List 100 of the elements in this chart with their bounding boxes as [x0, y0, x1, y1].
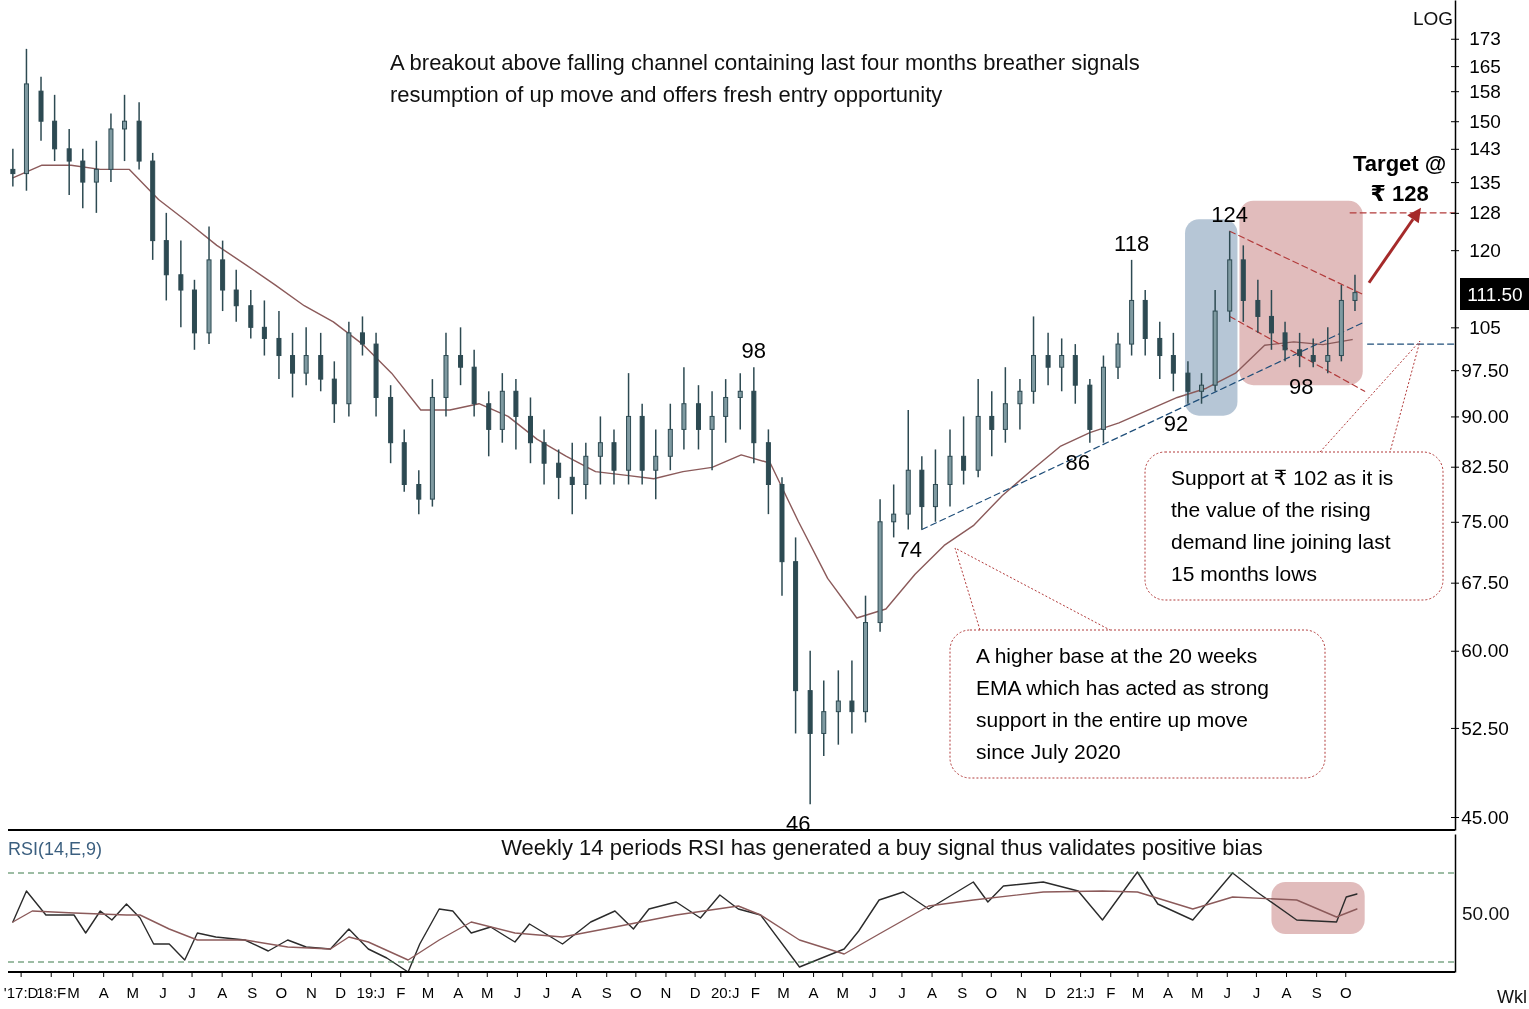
x-tick-label: J — [1223, 984, 1232, 1001]
candlestick — [318, 332, 324, 393]
candlestick — [416, 469, 422, 515]
annotation: A higher base at the 20 weeks EMA which has acted as strong support in the entire up move since July 2020 — [976, 644, 1269, 763]
candlestick — [1297, 332, 1303, 368]
candlestick — [276, 310, 282, 380]
candlestick — [723, 378, 729, 444]
candlestick — [1185, 360, 1191, 405]
candlestick — [1045, 332, 1051, 386]
y-tick-label: 90.00 — [1461, 406, 1509, 427]
candlestick — [1157, 321, 1163, 380]
candlestick — [1310, 337, 1316, 368]
y-tick-label: 105 — [1469, 316, 1501, 338]
x-tick-label: A — [808, 984, 819, 1001]
candlestick — [1170, 332, 1176, 393]
x-tick-label: J — [542, 984, 551, 1001]
candlestick — [1325, 326, 1331, 374]
candlestick — [849, 659, 855, 735]
candlestick — [458, 326, 464, 386]
y-tick-label: 150 — [1469, 110, 1501, 132]
x-tick-label: 21:J — [1066, 984, 1095, 1001]
candlestick — [1255, 279, 1261, 334]
x-tick-label: J — [898, 984, 906, 1001]
candlestick — [261, 299, 267, 357]
annotation: Support at ₹ 102 as it is the value of the rising demand line joining last 15 months lows — [1171, 466, 1394, 585]
candlestick — [709, 390, 715, 471]
x-tick-label: O — [985, 984, 998, 1001]
x-tick-label: M — [1131, 984, 1145, 1001]
x-tick-label: A — [98, 984, 109, 1001]
annotation: 98 — [741, 338, 767, 364]
annotation: 92 — [1163, 410, 1189, 436]
x-tick-label: S — [957, 984, 968, 1001]
x-tick-label: S — [1311, 984, 1322, 1001]
candlestick — [122, 94, 128, 162]
y-tick-label: 82.50 — [1461, 456, 1509, 478]
x-tick-label: A — [927, 984, 938, 1001]
y-tick-label: 158 — [1469, 80, 1501, 102]
y-tick-label: 128 — [1469, 202, 1501, 224]
x-tick-label: M — [126, 984, 140, 1001]
x-tick-label: D — [689, 984, 701, 1001]
x-tick-label: M — [836, 984, 849, 1001]
annotation: 98 — [1288, 374, 1314, 400]
x-tick-label: N — [660, 984, 672, 1001]
x-tick-label: A — [453, 984, 464, 1001]
annotation: LOG — [1412, 8, 1453, 29]
x-tick-label: F — [750, 984, 760, 1001]
x-tick-label: A — [571, 984, 582, 1001]
candlestick — [290, 332, 296, 399]
x-tick-label: F — [396, 984, 406, 1001]
y-tick-label: 52.50 — [1461, 717, 1509, 739]
x-tick-label: M — [67, 984, 80, 1001]
x-tick-label: A — [1281, 984, 1292, 1001]
candlestick — [1199, 372, 1205, 405]
candlestick — [359, 315, 365, 357]
y-tick-label: 60.00 — [1461, 640, 1509, 662]
x-tick-label: 19:J — [356, 984, 385, 1001]
candlestick — [961, 415, 967, 486]
text: 111.50 — [1467, 284, 1523, 305]
candlestick — [233, 269, 239, 323]
candlestick — [932, 448, 938, 523]
y-tick-label: 120 — [1469, 239, 1501, 261]
x-tick-label: M — [421, 984, 435, 1001]
x-tick-label: N — [1015, 984, 1027, 1001]
x-tick-label: O — [1339, 984, 1352, 1001]
text: 50.00 — [1462, 903, 1510, 924]
x-tick-label: '17:D — [3, 984, 39, 1001]
y-tick-label: 97.50 — [1461, 359, 1509, 381]
annotation: 118 — [1114, 230, 1150, 256]
x-tick-label: M — [1190, 984, 1204, 1001]
x-tick-label: O — [630, 984, 642, 1001]
x-tick-label: S — [247, 984, 258, 1001]
candlestick — [569, 441, 575, 515]
x-tick-label: M — [481, 984, 494, 1001]
y-tick-label: 75.00 — [1461, 511, 1509, 533]
text: Wkl — [1497, 987, 1527, 1007]
candlestick — [835, 669, 841, 746]
x-tick-label: N — [306, 984, 317, 1001]
annotation: 86 — [1065, 449, 1091, 475]
x-tick-label: A — [1163, 984, 1174, 1001]
y-tick-label: 173 — [1469, 28, 1501, 50]
annotation: 74 — [897, 536, 923, 562]
annotation: 124 — [1211, 202, 1249, 228]
candlestick — [1282, 321, 1288, 363]
chart-title: RSI(14,E,9) — [8, 839, 103, 859]
candlestick — [93, 140, 99, 214]
annotation: A breakout above falling channel containing last four months breather signals resumption of up move and offers fresh entry opportunity — [390, 50, 1140, 107]
x-tick-label: S — [601, 984, 612, 1001]
candlestick — [248, 289, 254, 340]
x-tick-label: J — [1252, 984, 1261, 1001]
candlestick — [1352, 274, 1358, 312]
y-tick-label: 45.00 — [1461, 806, 1509, 828]
y-tick-label: 143 — [1469, 138, 1501, 160]
candlestick — [10, 148, 16, 188]
candlestick — [597, 415, 603, 486]
x-tick-label: J — [188, 984, 196, 1001]
y-tick-label: 67.50 — [1461, 572, 1509, 594]
candlestick — [303, 326, 309, 386]
candlestick — [1268, 289, 1274, 351]
x-tick-label: A — [217, 984, 228, 1001]
candlestick — [821, 679, 827, 757]
